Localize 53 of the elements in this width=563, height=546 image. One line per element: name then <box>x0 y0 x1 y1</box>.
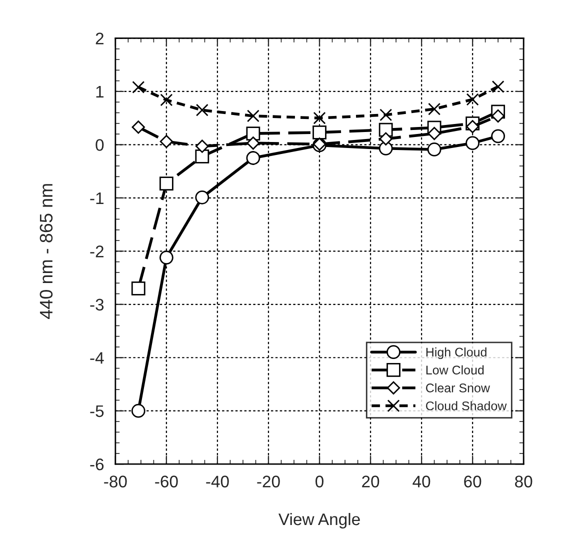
point <box>195 149 210 164</box>
point <box>159 250 174 264</box>
x-tick-label: 60 <box>464 476 482 488</box>
point <box>466 136 480 150</box>
point <box>427 142 442 156</box>
y-tick-label: -2 <box>90 246 104 258</box>
legend-label: Clear Snow <box>426 383 490 392</box>
point <box>466 120 480 134</box>
y-tick-label: -4 <box>90 352 104 364</box>
y-tick-label: -6 <box>90 458 104 470</box>
point <box>195 190 210 204</box>
y-tick-label: 1 <box>96 86 104 98</box>
x-tick-label: -20 <box>257 476 280 488</box>
legend-label: Low Cloud <box>426 365 484 374</box>
point <box>132 120 145 134</box>
y-tick-label: -5 <box>90 405 104 418</box>
point <box>160 94 173 106</box>
x-tick-label: 0 <box>316 476 324 488</box>
point <box>428 126 441 140</box>
x-tick-label: -60 <box>155 476 178 488</box>
point <box>313 112 326 124</box>
point <box>380 108 392 122</box>
point <box>491 129 506 144</box>
x-tick-label: -40 <box>206 476 229 488</box>
point <box>491 109 505 123</box>
point <box>246 126 260 140</box>
x-tick-label: 40 <box>412 476 430 488</box>
point <box>132 80 145 94</box>
point <box>378 141 393 156</box>
legend-label: Cloud Shadow <box>426 401 507 410</box>
y-axis-title: 440 nm - 865 nm <box>40 184 53 319</box>
x-tick-label: 80 <box>515 476 532 488</box>
point <box>160 134 174 148</box>
point <box>312 126 326 140</box>
legend-label: High Cloud <box>426 347 486 360</box>
y-tick-label: -3 <box>90 298 104 311</box>
x-axis-title: View Angle <box>278 512 360 529</box>
point <box>466 93 479 106</box>
point <box>196 140 209 153</box>
point <box>196 104 208 116</box>
point <box>131 281 146 296</box>
point <box>379 132 392 146</box>
point <box>492 80 504 93</box>
x-tick-label: -80 <box>104 476 127 488</box>
point <box>159 176 174 190</box>
x-tick-label: 20 <box>362 476 380 488</box>
y-tick-label: 2 <box>96 32 104 44</box>
point <box>428 102 441 116</box>
point <box>131 404 146 418</box>
point <box>246 151 260 165</box>
point <box>246 110 260 122</box>
y-tick-label: -1 <box>90 192 104 204</box>
y-tick-label: 0 <box>96 139 104 151</box>
